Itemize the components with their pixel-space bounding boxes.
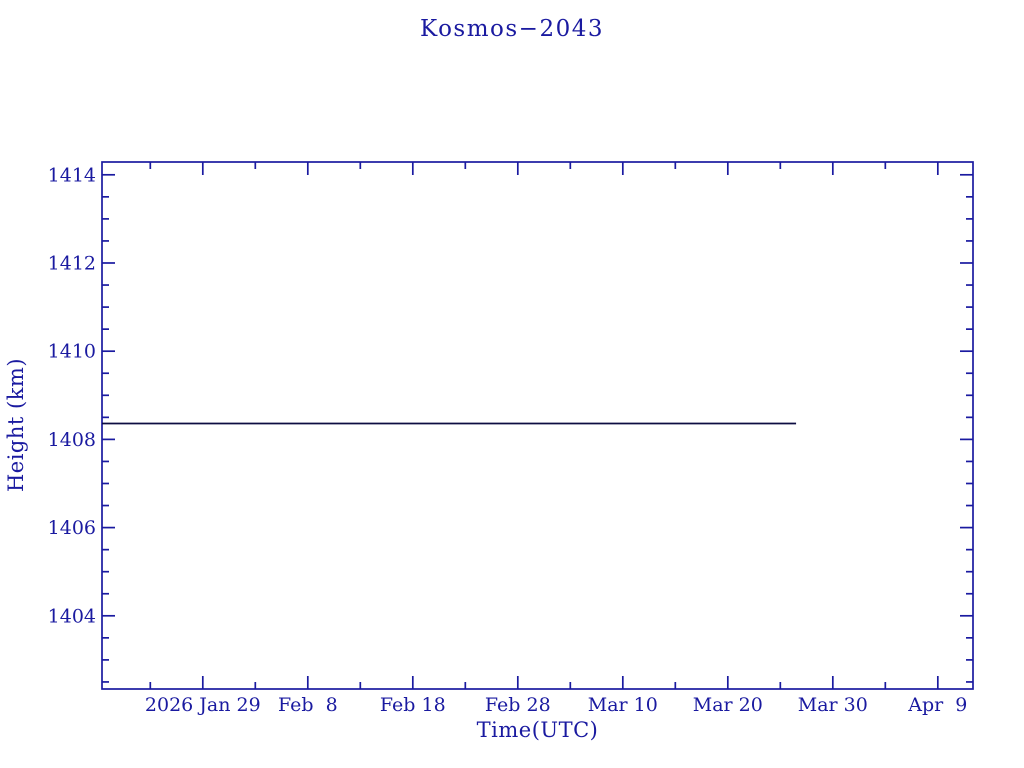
plot-frame xyxy=(101,161,974,690)
x-tick-label: Mar 20 xyxy=(693,694,763,716)
y-tick-label: 1412 xyxy=(48,252,96,274)
x-tick-label: 2026 Jan 29 xyxy=(145,694,261,716)
x-tick-label: Feb 28 xyxy=(485,694,551,716)
x-axis-label: Time(UTC) xyxy=(476,718,599,742)
y-tick-label: 1406 xyxy=(48,517,96,539)
x-tick-label: Feb 8 xyxy=(278,694,338,716)
x-tick-label: Mar 30 xyxy=(798,694,868,716)
x-tick-label: Apr 9 xyxy=(907,694,967,716)
y-tick-label: 1408 xyxy=(48,429,96,451)
x-tick-label: Mar 10 xyxy=(588,694,658,716)
y-tick-label: 1414 xyxy=(48,164,96,186)
x-tick-label: Feb 18 xyxy=(380,694,446,716)
y-tick-label: 1404 xyxy=(48,605,96,627)
y-tick-label: 1410 xyxy=(48,341,96,363)
chart-title: Kosmos−2043 xyxy=(420,16,604,42)
